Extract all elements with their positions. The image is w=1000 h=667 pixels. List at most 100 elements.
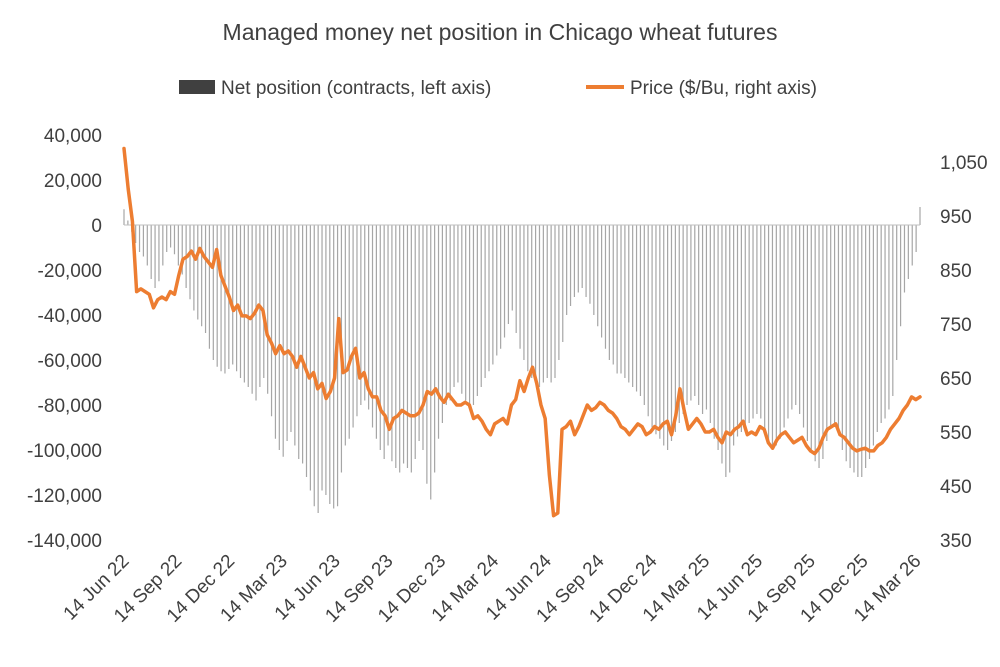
right-axis-tick-label: 550 — [940, 423, 972, 444]
net-position-bar — [232, 225, 234, 365]
net-position-bar — [391, 225, 393, 462]
net-position-bar — [500, 225, 502, 349]
net-position-bar — [818, 225, 820, 468]
net-position-bar — [558, 225, 560, 360]
net-position-bar — [511, 225, 513, 311]
net-position-bars — [123, 207, 921, 513]
net-position-bar — [826, 225, 828, 441]
net-position-bar — [729, 225, 731, 473]
net-position-bar — [449, 225, 451, 401]
left-axis-tick-label: -20,000 — [38, 261, 102, 282]
net-position-bar — [748, 225, 750, 423]
net-position-bar — [686, 225, 688, 405]
net-position-bar — [861, 225, 863, 477]
net-position-bar — [865, 225, 867, 468]
net-position-bar — [527, 225, 529, 372]
net-position-bar — [267, 225, 269, 394]
net-position-bar — [434, 225, 436, 473]
net-position-bar — [445, 225, 447, 405]
net-position-bar — [830, 225, 832, 428]
net-position-bar — [670, 225, 673, 441]
net-position-bar — [224, 225, 226, 374]
left-axis-tick-label: 20,000 — [44, 171, 102, 192]
left-axis-tick-label: -140,000 — [27, 531, 102, 552]
net-position-bar — [127, 220, 129, 225]
left-axis-tick-label: 0 — [91, 216, 102, 237]
net-position-bar — [519, 225, 521, 349]
net-position-bar — [197, 225, 199, 320]
net-position-bar — [795, 225, 797, 405]
net-position-bar — [892, 225, 894, 396]
net-position-bar — [406, 225, 409, 468]
left-axis-tick-label: -80,000 — [38, 396, 102, 417]
legend-bar-swatch — [179, 80, 215, 94]
net-position-bar — [476, 225, 478, 396]
net-position-bar — [837, 225, 840, 432]
left-axis-tick-label: -60,000 — [38, 351, 102, 372]
net-position-bar — [589, 225, 591, 304]
net-position-bar — [371, 225, 374, 428]
net-position-bar — [364, 225, 366, 401]
net-position-bar — [573, 225, 576, 297]
net-position-bar — [725, 225, 727, 477]
net-position-bar — [569, 225, 572, 306]
net-position-bar — [173, 225, 176, 255]
net-position-bar — [236, 225, 238, 372]
net-position-bar — [554, 225, 556, 378]
net-position-bar — [204, 225, 207, 333]
net-position-bar — [368, 225, 370, 410]
net-position-bar — [694, 225, 696, 396]
net-position-bar — [507, 225, 510, 324]
net-position-bar — [138, 225, 141, 252]
net-position-bar — [674, 225, 676, 432]
net-position-bar — [604, 225, 607, 349]
right-axis-tick-label: 350 — [940, 531, 972, 552]
price-line — [122, 146, 922, 518]
net-position-bar — [663, 225, 665, 446]
net-position-bar — [903, 225, 906, 293]
net-position-bar — [523, 225, 525, 360]
net-position-bar — [468, 225, 471, 410]
net-position-bar — [453, 225, 455, 387]
net-position-bar — [251, 225, 253, 394]
net-position-bar — [263, 225, 265, 378]
net-position-bar — [659, 225, 661, 439]
net-position-bar — [309, 225, 311, 491]
net-position-bar — [239, 225, 242, 378]
net-position-bar — [698, 225, 700, 405]
net-position-bar — [620, 225, 622, 374]
right-axis-tick-label: 650 — [940, 369, 972, 390]
net-position-bar — [472, 225, 475, 405]
net-position-bar — [298, 225, 300, 459]
chart-title: Managed money net position in Chicago wh… — [223, 19, 778, 45]
net-position-bar — [899, 225, 902, 327]
left-axis-tick-label: 40,000 — [44, 126, 102, 147]
net-position-bar — [313, 225, 315, 507]
left-axis-tick-labels: 40,000 20,000 0 -20,000 -40,000 -60,000 -80,00… — [27, 126, 102, 552]
net-position-bar — [601, 225, 603, 338]
net-position-bar — [585, 225, 587, 297]
net-position-bar — [550, 225, 552, 383]
right-axis-tick-label: 1,050 — [940, 153, 988, 174]
net-position-bar — [515, 225, 517, 333]
net-position-bar — [632, 225, 634, 387]
net-position-bar — [919, 207, 921, 225]
net-position-bar — [791, 225, 793, 410]
right-axis-tick-labels: 1,050 950 850 750 650 550 450 350 — [940, 153, 988, 552]
net-position-bar — [503, 225, 506, 338]
net-position-bar — [822, 225, 824, 459]
net-position-bar — [189, 225, 191, 300]
net-position-bar — [849, 225, 851, 468]
net-position-bar — [767, 225, 770, 441]
net-position-bar — [344, 225, 346, 446]
net-position-bar — [496, 225, 498, 356]
net-position-bar — [775, 225, 777, 446]
net-position-bar — [305, 225, 308, 477]
net-position-bar — [379, 225, 381, 450]
net-position-bar — [857, 225, 859, 477]
net-position-bar — [833, 225, 836, 423]
net-position-bar — [744, 225, 746, 428]
net-position-bar — [896, 225, 898, 360]
net-position-bar — [348, 225, 350, 439]
net-position-bar — [414, 225, 416, 459]
